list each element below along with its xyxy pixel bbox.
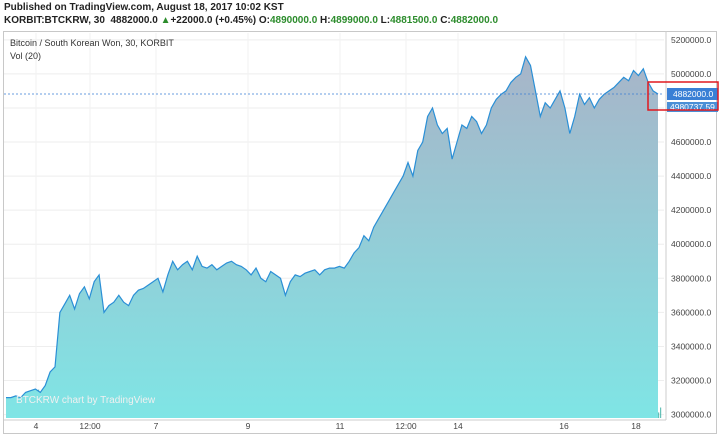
y-tick-label: 5200000.0 xyxy=(671,35,711,45)
price-line xyxy=(6,55,659,399)
chart-legend-title: Bitcoin / South Korean Won, 30, KORBIT xyxy=(10,38,174,48)
highlight-box xyxy=(647,81,719,111)
y-tick-label: 5000000.0 xyxy=(671,69,711,79)
close-value: 4882000.0 xyxy=(450,15,499,26)
x-tick-label: 9 xyxy=(246,421,251,431)
change-value: +22000.0 (+0.45%) xyxy=(170,15,257,26)
x-tick-label: 14 xyxy=(453,421,463,431)
symbol-ohlc-header: KORBIT:BTCKRW, 30 4882000.0 ▲+22000.0 (+… xyxy=(4,15,498,26)
change-arrow-icon: ▲ xyxy=(160,15,171,26)
y-tick-label: 3200000.0 xyxy=(671,376,711,386)
close-label: C: xyxy=(440,15,451,26)
y-tick-label: 3400000.0 xyxy=(671,341,711,351)
low-value: 4881500.0 xyxy=(390,15,438,26)
x-tick-label: 11 xyxy=(336,421,345,431)
high-label: H: xyxy=(320,15,331,26)
x-tick-label: 7 xyxy=(154,421,159,431)
price-area xyxy=(6,56,658,419)
y-tick-label: 4200000.0 xyxy=(671,205,711,215)
low-label: L: xyxy=(380,15,391,26)
volume-bar xyxy=(658,412,660,418)
y-tick-label: 4600000.0 xyxy=(671,137,711,147)
volume-badge xyxy=(667,102,718,112)
symbol-label: KORBIT:BTCKRW, 30 xyxy=(4,15,105,26)
x-tick-label: 16 xyxy=(559,421,569,431)
y-tick-label: 4400000.0 xyxy=(671,171,711,181)
last-price: 4882000.0 xyxy=(110,15,158,26)
published-header: Published on TradingView.com, August 18,… xyxy=(4,2,284,13)
current-price-tag: 4882000.0 4980737.59 xyxy=(647,81,719,112)
watermark: BTCKRW chart by TradingView xyxy=(16,395,156,406)
x-tick-label: 4 xyxy=(34,421,39,431)
y-tick-label: 3000000.0 xyxy=(671,410,711,420)
x-tick-label: 12:00 xyxy=(79,421,101,431)
y-tick-label: 3800000.0 xyxy=(671,273,711,283)
x-tick-label: 12:00 xyxy=(395,421,417,431)
volume-bar xyxy=(660,407,662,418)
open-label: O: xyxy=(258,15,270,26)
volume-legend: Vol (20) xyxy=(10,51,42,61)
x-axis: 4 12:00 7 9 11 12:00 14 16 18 xyxy=(34,421,641,431)
current-price-badge xyxy=(667,88,718,100)
open-value: 4890000.0 xyxy=(269,15,318,26)
high-value: 4899000.0 xyxy=(330,15,378,26)
volume-tag-label: 4980737.59 xyxy=(670,102,715,112)
y-tick-label: 3600000.0 xyxy=(671,307,711,317)
x-tick-label: 18 xyxy=(631,421,641,431)
y-tick-label: 4000000.0 xyxy=(671,239,711,249)
current-price-tag-label: 4882000.0 xyxy=(673,89,713,99)
